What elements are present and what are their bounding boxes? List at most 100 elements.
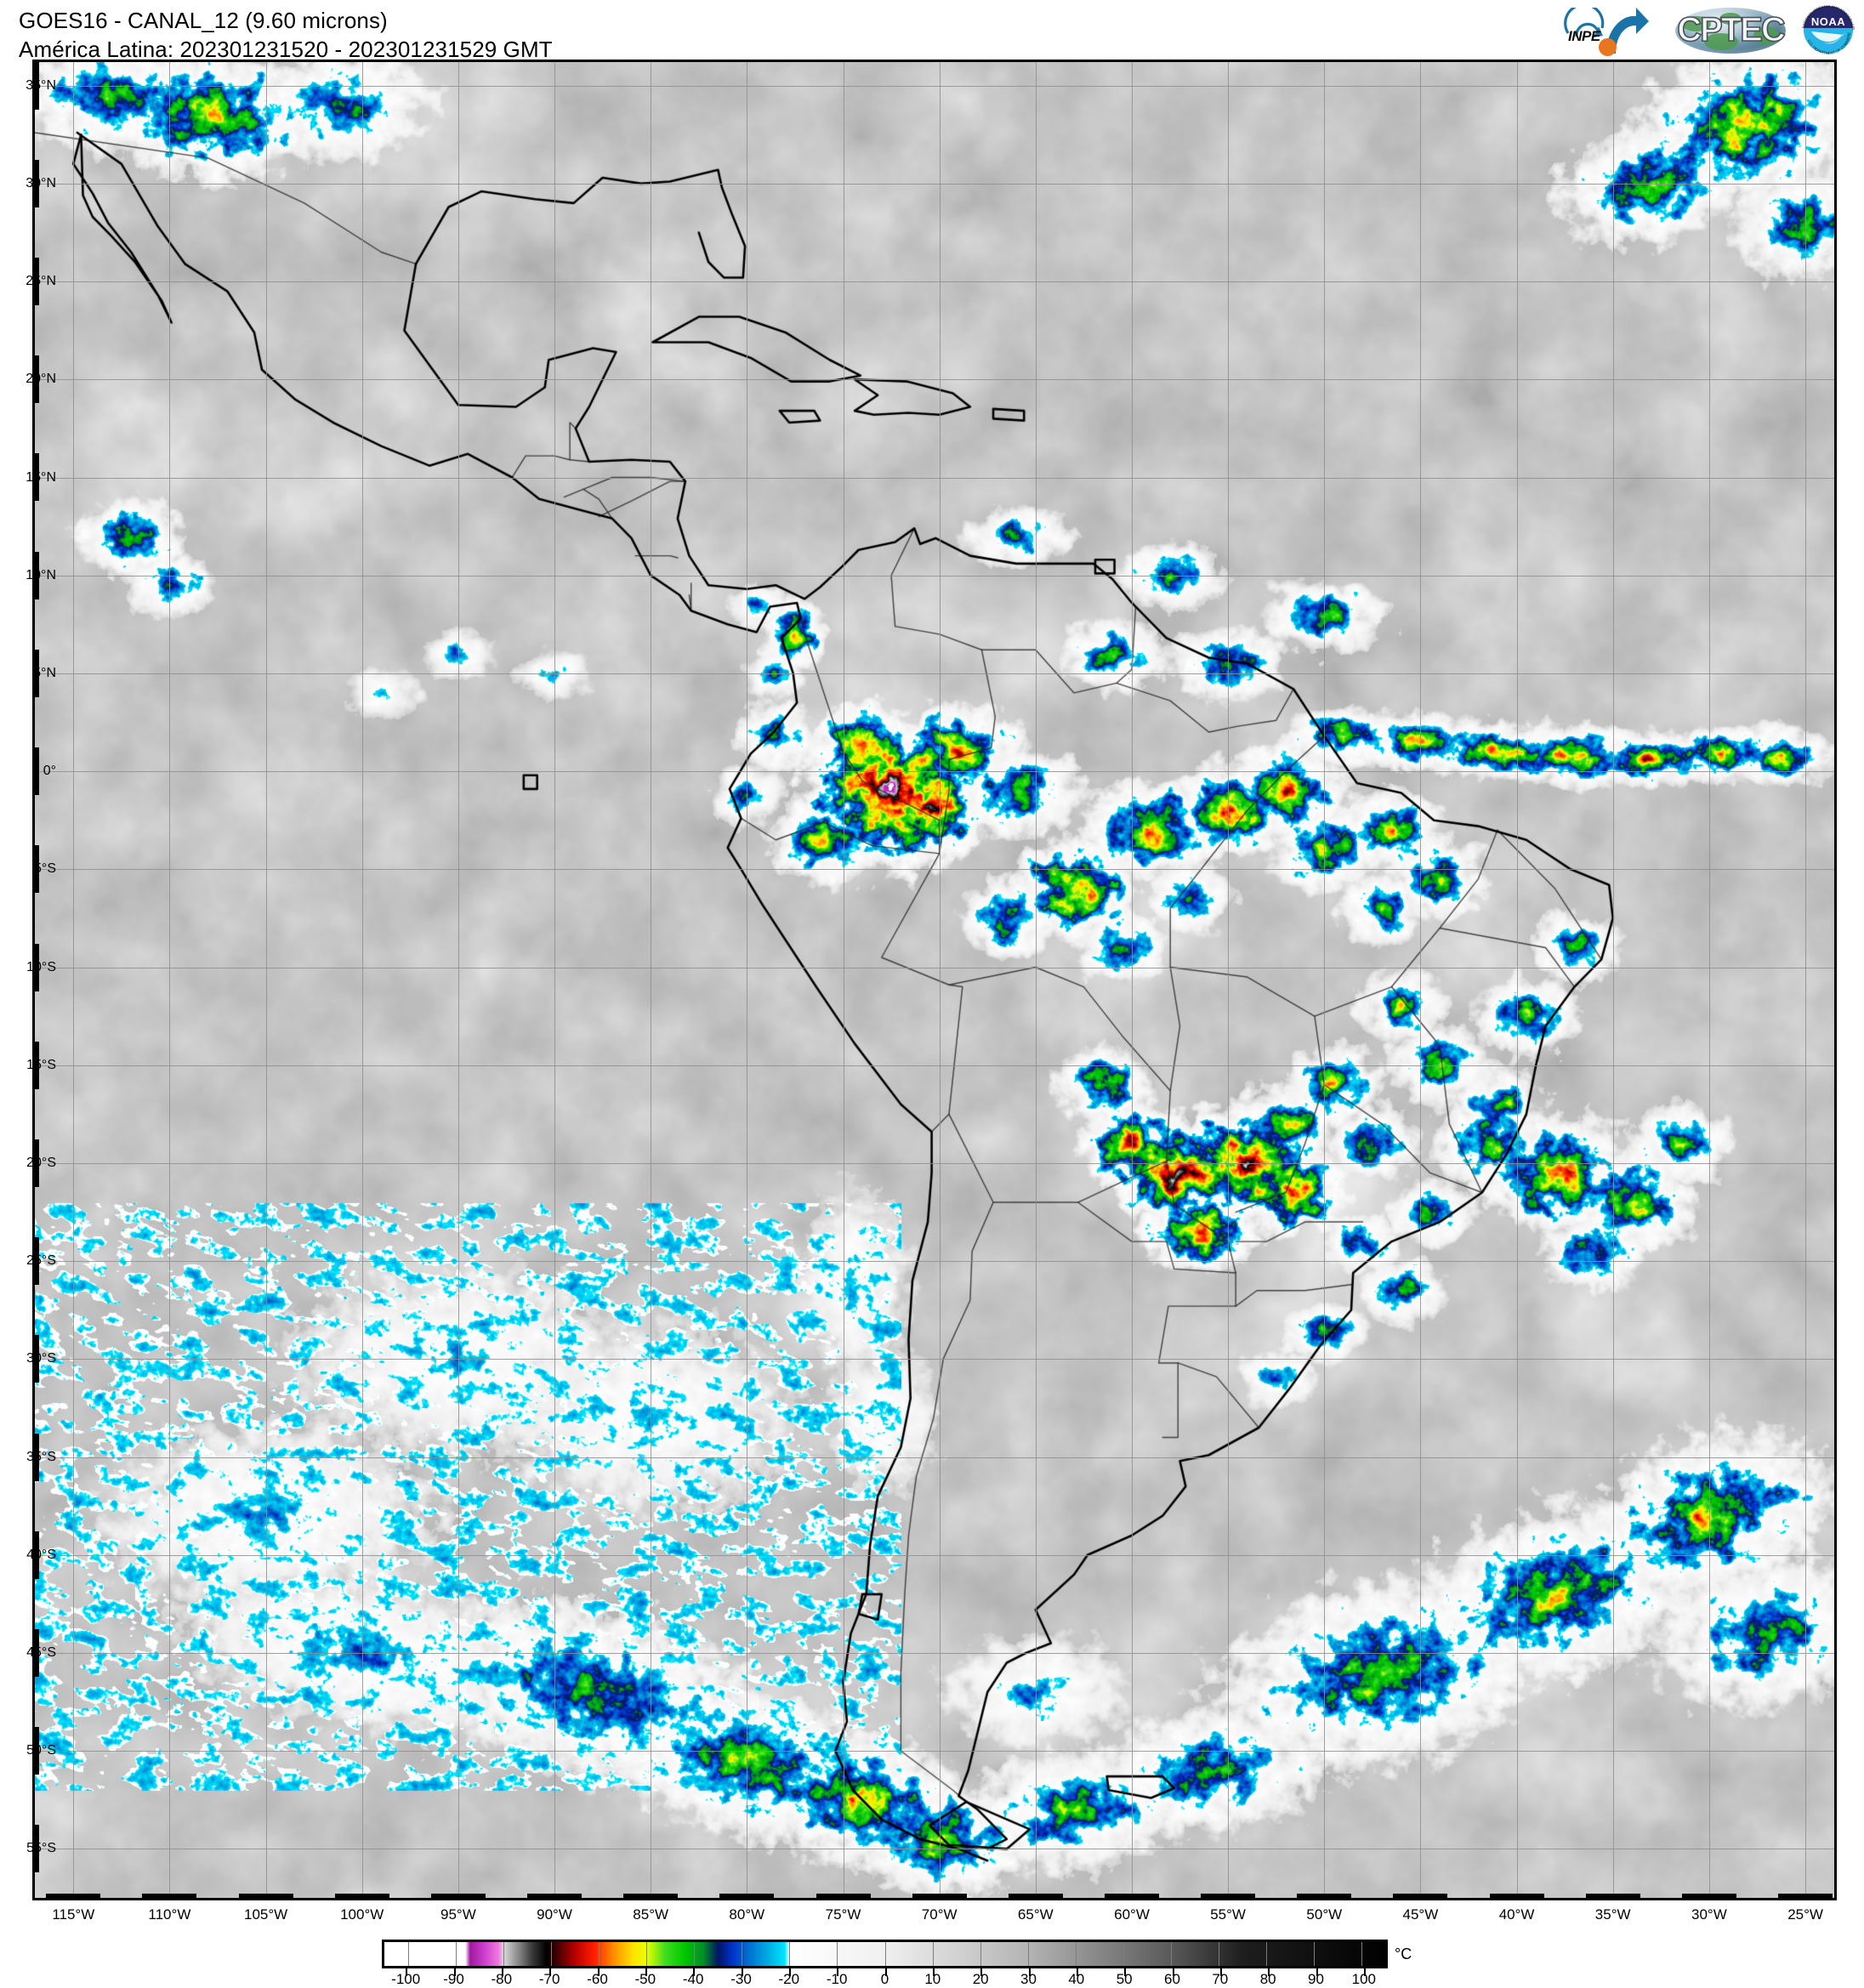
colorbar-tick <box>1172 1968 1174 1976</box>
lon-tick-label: 35°W <box>1594 1906 1631 1923</box>
lat-tick-mark <box>33 1825 39 1873</box>
lon-tick-label: 90°W <box>537 1906 572 1923</box>
lat-tick-label: 30°N <box>26 175 56 190</box>
colorbar-gridline <box>456 1942 457 1966</box>
lon-tick-mark <box>1104 1894 1159 1900</box>
lon-tick-mark <box>816 1894 871 1900</box>
colorbar-tick <box>1028 1968 1031 1976</box>
lat-tick-mark <box>33 1531 39 1579</box>
inpe-dot-icon <box>1599 38 1617 56</box>
colorbar-gridline <box>694 1942 696 1966</box>
lon-tick-label: 30°W <box>1691 1906 1727 1923</box>
colorbar-tick-label: 40 <box>1068 1971 1085 1987</box>
grid-parallel <box>35 1653 1834 1654</box>
lon-tick-mark <box>1393 1894 1448 1900</box>
lon-tick-mark <box>1778 1894 1833 1900</box>
colorbar-tick <box>597 1968 600 1976</box>
lon-tick-mark <box>912 1894 967 1900</box>
lon-tick-mark <box>334 1894 389 1900</box>
lat-tick-mark <box>33 649 39 697</box>
colorbar-gridline <box>408 1942 410 1966</box>
noaa-ring-text: NATIONAL OCEANIC AND ATMOSPHERIC ADMIN U… <box>1799 2 1855 55</box>
colorbar-gridline <box>980 1942 981 1966</box>
page-header: GOES16 - CANAL_12 (9.60 microns) América… <box>0 0 1864 62</box>
lat-tick-mark <box>33 1335 39 1383</box>
lon-tick-mark <box>1585 1894 1640 1900</box>
colorbar-gridline <box>932 1942 934 1966</box>
noaa-bird-icon <box>1811 31 1845 44</box>
colorbar-gridline <box>1361 1942 1362 1966</box>
grid-meridian <box>1708 62 1710 1898</box>
colorbar[interactable] <box>382 1940 1388 1968</box>
colorbar-tick-label: 90 <box>1308 1971 1324 1987</box>
page-title: GOES16 - CANAL_12 (9.60 microns) <box>19 8 388 33</box>
noaa-seal-icon: NOAA <box>1804 6 1853 54</box>
lon-tick-label: 105°W <box>243 1906 288 1923</box>
satellite-map[interactable] <box>32 60 1837 1900</box>
colorbar-gridline <box>1027 1942 1029 1966</box>
colorbar-gridline <box>599 1942 600 1966</box>
lon-tick-mark <box>1008 1894 1063 1900</box>
lon-tick-label: 70°W <box>921 1906 958 1923</box>
colorbar-tick <box>406 1968 408 1976</box>
colorbar-tick-label: -10 <box>826 1971 848 1987</box>
colorbar-tick <box>453 1968 456 1976</box>
grid-meridian <box>939 62 941 1898</box>
colorbar-tick-label: -80 <box>491 1971 513 1987</box>
lat-tick-mark <box>33 1628 39 1677</box>
cptec-globe-icon <box>1675 8 1786 54</box>
lat-tick-label: 5°N <box>33 665 56 680</box>
colorbar-tick <box>932 1968 935 1976</box>
lat-tick-mark <box>33 258 39 306</box>
colorbar-tick <box>1316 1968 1318 1976</box>
cptec-wordmark: CPTEC <box>1676 10 1786 49</box>
lat-tick-mark <box>33 159 39 207</box>
colorbar-gridline <box>884 1942 886 1966</box>
grid-meridian <box>1324 62 1326 1898</box>
page-subtitle: América Latina: 202301231520 - 202301231… <box>19 36 553 62</box>
lon-tick-mark <box>238 1894 293 1900</box>
colorbar-tick <box>884 1968 887 1976</box>
grid-parallel <box>35 85 1834 87</box>
lon-tick-label: 85°W <box>633 1906 669 1923</box>
inpe-spiral-icon <box>1564 8 1605 37</box>
grid-parallel <box>35 183 1834 185</box>
grid-meridian <box>1420 62 1422 1898</box>
lon-tick-mark <box>527 1894 582 1900</box>
colorbar-tick <box>693 1968 696 1976</box>
colorbar-tick-label: 60 <box>1164 1971 1180 1987</box>
colorbar-tick-label: 20 <box>972 1971 989 1987</box>
lat-tick-mark <box>33 1433 39 1481</box>
lat-tick-mark <box>33 1237 39 1286</box>
colorbar-tick <box>788 1968 791 1976</box>
grid-meridian <box>1612 62 1614 1898</box>
map-frame <box>32 60 1837 1900</box>
lat-tick-mark <box>33 551 39 599</box>
grid-parallel <box>35 1554 1834 1556</box>
lat-tick-mark <box>33 1727 39 1775</box>
colorbar-gridline <box>1122 1942 1124 1966</box>
lon-tick-label: 80°W <box>729 1906 765 1923</box>
lat-tick-label: 25°S <box>26 1253 56 1269</box>
grid-parallel <box>35 379 1834 381</box>
title-block: GOES16 - CANAL_12 (9.60 microns) América… <box>19 7 553 65</box>
grid-meridian <box>361 62 363 1898</box>
inpe-logo: INPE <box>1560 3 1662 57</box>
colorbar-tick-label: 70 <box>1212 1971 1229 1987</box>
lat-tick-label: 10°N <box>26 567 56 582</box>
grid-parallel <box>35 1065 1834 1066</box>
lat-tick-label: 55°S <box>26 1841 56 1856</box>
colorbar-tick <box>549 1968 552 1976</box>
lat-tick-label: 40°S <box>26 1547 56 1562</box>
lat-tick-mark <box>33 61 39 110</box>
grid-parallel <box>35 1359 1834 1360</box>
lat-tick-label: 25°N <box>26 274 56 289</box>
colorbar-tick-label: 50 <box>1116 1971 1133 1987</box>
lat-tick-mark <box>33 845 39 894</box>
colorbar-gridline <box>503 1942 505 1966</box>
colorbar-gridline <box>1170 1942 1172 1966</box>
lat-tick-label: 20°N <box>26 372 56 387</box>
colorbar-tick <box>1219 1968 1222 1976</box>
svg-text:NATIONAL OCEANIC AND ATMOSPHER: NATIONAL OCEANIC AND ATMOSPHERIC ADMIN <box>1799 2 1855 31</box>
grid-meridian <box>1035 62 1037 1898</box>
